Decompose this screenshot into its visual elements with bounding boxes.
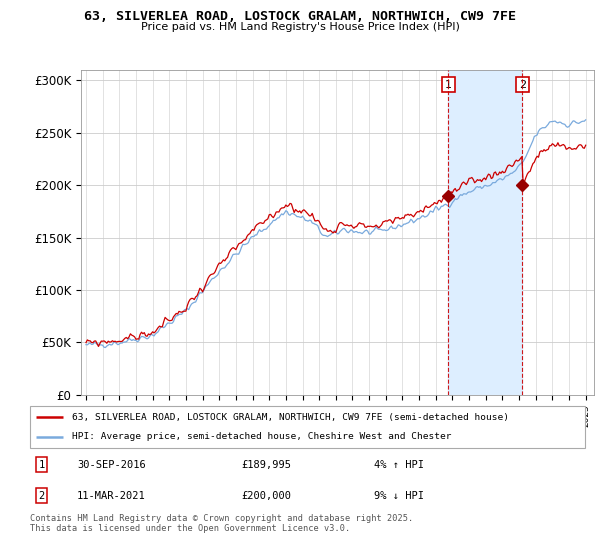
Text: 30-SEP-2016: 30-SEP-2016 <box>77 460 146 470</box>
Text: HPI: Average price, semi-detached house, Cheshire West and Chester: HPI: Average price, semi-detached house,… <box>71 432 451 441</box>
Text: 2: 2 <box>38 491 44 501</box>
Text: 4% ↑ HPI: 4% ↑ HPI <box>374 460 424 470</box>
Text: £189,995: £189,995 <box>241 460 291 470</box>
Text: 1: 1 <box>38 460 44 470</box>
Text: 63, SILVERLEA ROAD, LOSTOCK GRALAM, NORTHWICH, CW9 7FE (semi-detached house): 63, SILVERLEA ROAD, LOSTOCK GRALAM, NORT… <box>71 413 509 422</box>
Text: Contains HM Land Registry data © Crown copyright and database right 2025.
This d: Contains HM Land Registry data © Crown c… <box>30 514 413 534</box>
Bar <box>448 70 523 395</box>
Text: 11-MAR-2021: 11-MAR-2021 <box>77 491 146 501</box>
Text: 9% ↓ HPI: 9% ↓ HPI <box>374 491 424 501</box>
Text: £200,000: £200,000 <box>241 491 291 501</box>
Text: 2: 2 <box>519 80 526 90</box>
Text: 1: 1 <box>445 80 452 90</box>
Text: Price paid vs. HM Land Registry's House Price Index (HPI): Price paid vs. HM Land Registry's House … <box>140 22 460 32</box>
Text: 63, SILVERLEA ROAD, LOSTOCK GRALAM, NORTHWICH, CW9 7FE: 63, SILVERLEA ROAD, LOSTOCK GRALAM, NORT… <box>84 10 516 23</box>
FancyBboxPatch shape <box>30 406 585 448</box>
